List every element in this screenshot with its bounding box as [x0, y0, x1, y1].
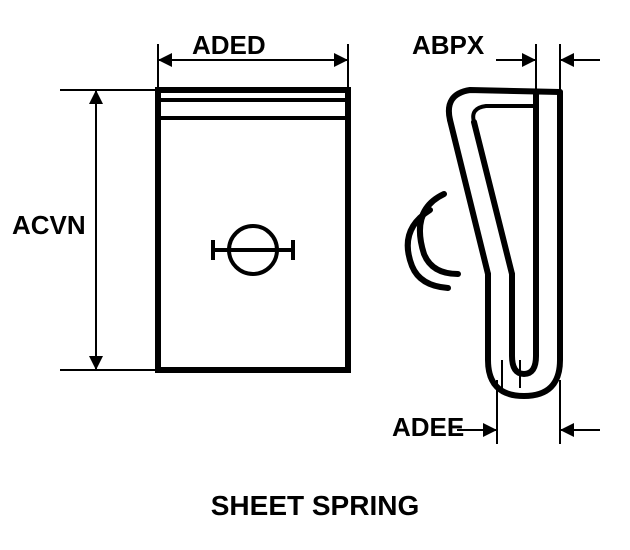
diagram-title: SHEET SPRING: [0, 490, 630, 522]
label-abpx: ABPX: [412, 30, 484, 61]
label-adee: ADEE: [392, 412, 464, 443]
label-aded: ADED: [192, 30, 266, 61]
label-acvn: ACVN: [12, 210, 86, 241]
diagram-canvas: [0, 0, 630, 550]
